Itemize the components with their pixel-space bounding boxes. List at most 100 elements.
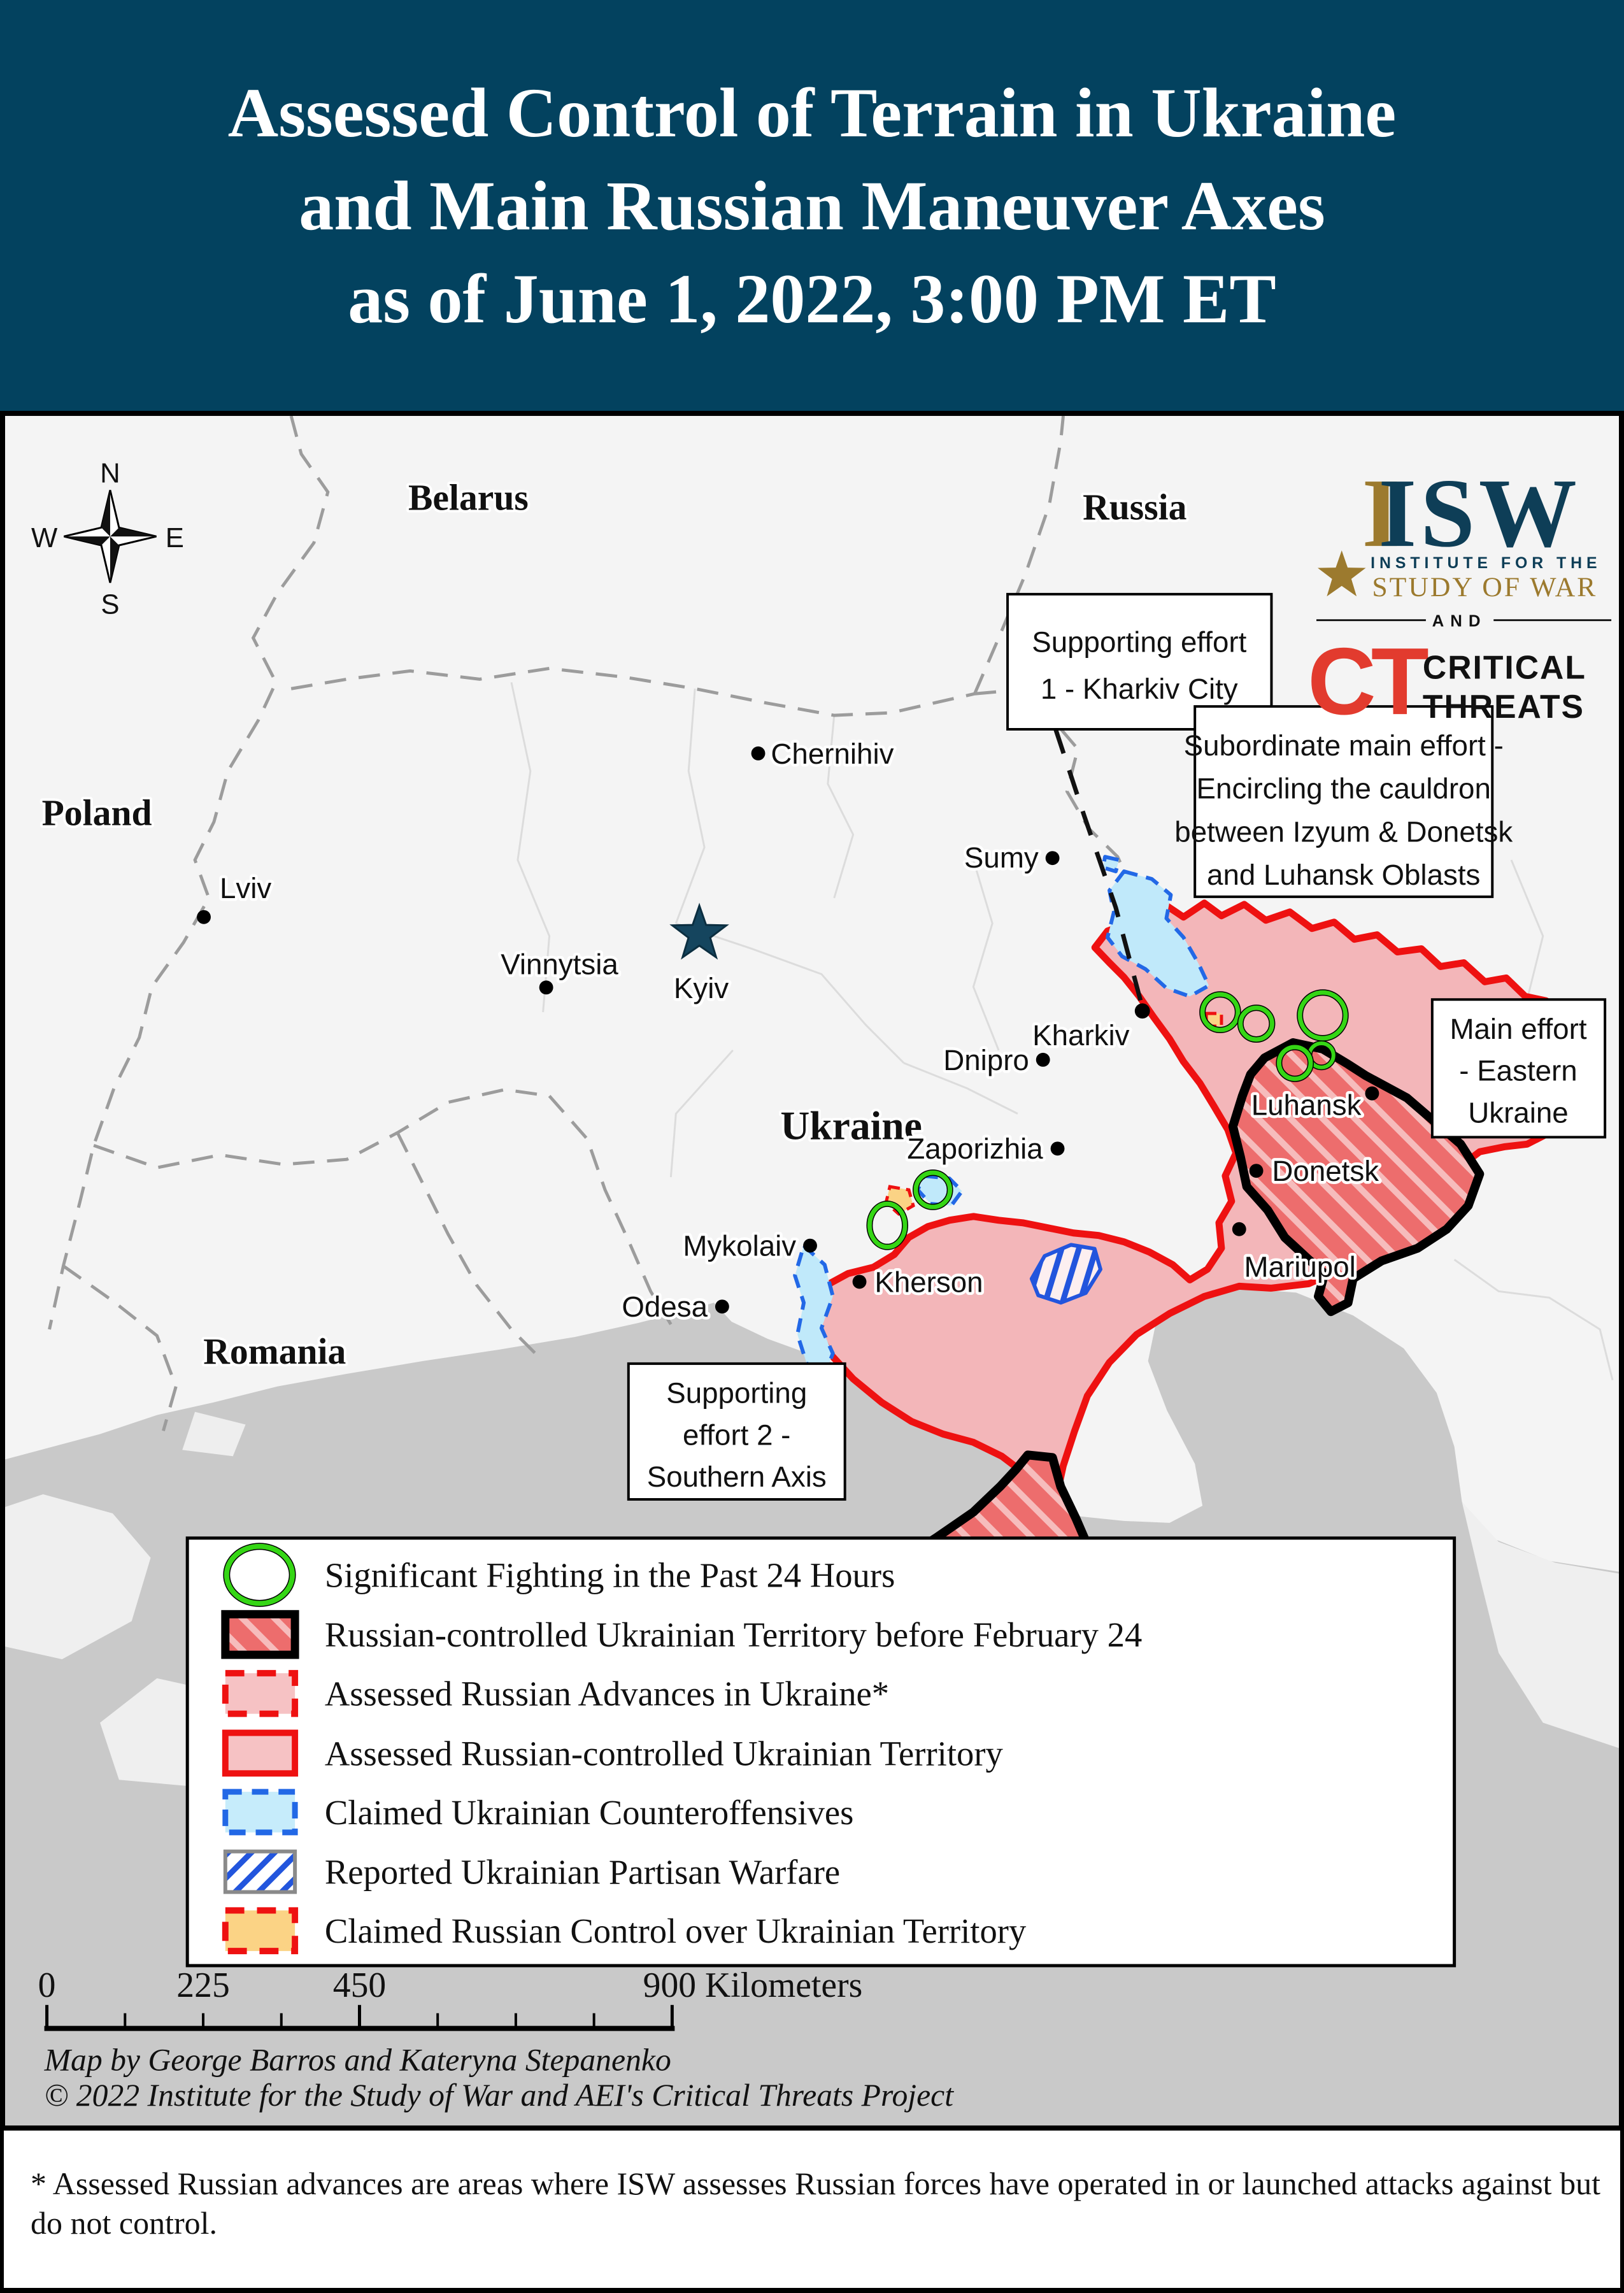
fighting-circle <box>1237 1004 1276 1043</box>
callout-subordinate: Subordinate main effort - Encircling the… <box>1174 705 1513 898</box>
attribution-line1: Map by George Barros and Kateryna Stepan… <box>44 2042 671 2077</box>
ct-logo-mark: CT <box>1307 628 1428 734</box>
city-dot-dnipro <box>1036 1052 1050 1067</box>
and-text: AND <box>1432 613 1487 631</box>
region-prewar-donbas <box>1228 1038 1485 1317</box>
legend-label: Assessed Russian Advances in Ukraine* <box>325 1675 889 1713</box>
legend-label: Claimed Russian Control over Ukrainian T… <box>325 1911 1027 1950</box>
city-label-chernihiv: Chernihiv <box>771 738 894 770</box>
fighting-circle <box>1199 991 1241 1034</box>
callout-main-line1: Main effort <box>1449 1013 1586 1045</box>
city-label-kherson: Kherson <box>874 1266 983 1298</box>
ct-threats-text: THREATS <box>1423 688 1585 725</box>
map-canvas: N E S W Belarus Russia Poland Ukraine Ro… <box>0 411 1624 2131</box>
scale-label-0: 0 <box>38 1966 56 2005</box>
callout-effort1-line1: Supporting effort <box>1032 625 1246 658</box>
legend-item-fighting: Significant Fighting in the Past 24 Hour… <box>223 1543 895 1607</box>
city-dot-kharkiv <box>1134 1003 1150 1019</box>
callout-main-line2: - Eastern <box>1459 1055 1577 1087</box>
city-label-luhansk: Luhansk <box>1251 1089 1362 1121</box>
compass-w: W <box>31 522 58 554</box>
scale-label-225: 225 <box>176 1966 229 2005</box>
isw-logo: I ISW INSTITUTE FOR THE STUDY OF WAR AND… <box>1307 459 1612 734</box>
callout-main-line3: Ukraine <box>1468 1096 1568 1129</box>
fighting-circles <box>866 989 1349 1250</box>
region-partisan-warfare <box>1029 1243 1102 1305</box>
city-label-mykolaiv: Mykolaiv <box>683 1230 796 1262</box>
isw-star-icon <box>1317 550 1366 597</box>
title-line-2: and Main Russian Maneuver Axes <box>299 166 1325 245</box>
legend-label: Assessed Russian-controlled Ukrainian Te… <box>325 1734 1004 1773</box>
city-label-donetsk: Donetsk <box>1272 1155 1379 1187</box>
city-label-mariupol: Mariupol <box>1244 1250 1356 1283</box>
scale-label-900: 900 Kilometers <box>643 1966 863 2005</box>
legend-item-counteroffensives: Claimed Ukrainian Counteroffensives <box>222 1789 854 1836</box>
city-label-dnipro: Dnipro <box>943 1044 1029 1076</box>
country-label-poland: Poland <box>42 793 152 833</box>
ct-critical-text: CRITICAL <box>1423 648 1586 685</box>
isw-logo-text: ISW <box>1378 459 1581 568</box>
city-dot-donetsk <box>1249 1164 1264 1178</box>
footnote-section: * Assessed Russian advances are areas wh… <box>0 2131 1624 2293</box>
city-dot-sumy <box>1045 851 1060 866</box>
counteroffensive-small <box>1101 855 1121 874</box>
kyiv-star-icon <box>669 903 729 960</box>
city-dot-kherson <box>852 1275 867 1289</box>
city-dot-vinnytsia <box>539 980 553 995</box>
isw-logo-gold-i: I <box>1362 459 1400 568</box>
legend-item-prewar: Russian-controlled Ukrainian Territory b… <box>221 1610 1142 1659</box>
compass-s: S <box>101 589 119 620</box>
compass-e: E <box>166 522 184 554</box>
callout-subordinate-line1: Subordinate main effort - <box>1184 729 1504 762</box>
country-label-belarus: Belarus <box>408 478 529 518</box>
city-label-vinnytsia: Vinnytsia <box>501 948 618 980</box>
callout-effort2-line3: Southern Axis <box>647 1461 827 1493</box>
title-banner: Assessed Control of Terrain in Ukraine a… <box>0 0 1624 411</box>
callout-effort2-line2: effort 2 - <box>683 1418 790 1451</box>
city-dots <box>197 746 1379 1314</box>
fighting-circle <box>1276 1043 1314 1082</box>
fighting-circle <box>866 1200 909 1250</box>
counteroffensive-kharkiv <box>1106 869 1211 999</box>
pointer-line-effort1 <box>1053 728 1144 1004</box>
compass-star-fill <box>64 490 157 583</box>
legend-item-controlled: Assessed Russian-controlled Ukrainian Te… <box>222 1729 1004 1777</box>
fighting-circle <box>1297 989 1349 1041</box>
city-dot-mykolaiv <box>803 1238 817 1253</box>
terrain-patch <box>5 1494 151 1659</box>
map-svg: N E S W Belarus Russia Poland Ukraine Ro… <box>5 416 1619 2125</box>
isw-study-of-war-text: STUDY OF WAR <box>1372 572 1597 603</box>
legend-item-claimed-russian: Claimed Russian Control over Ukrainian T… <box>222 1907 1027 1955</box>
city-dot-mariupol <box>1232 1222 1246 1236</box>
callout-main-effort: Main effort - Eastern Ukraine <box>1430 998 1607 1139</box>
city-dot-chernihiv <box>751 746 766 761</box>
legend-box <box>185 1536 1457 1968</box>
callout-subordinate-line2: Encircling the cauldron <box>1197 772 1491 804</box>
terrain-patch <box>182 1411 246 1457</box>
title-line-1: Assessed Control of Terrain in Ukraine <box>227 73 1397 152</box>
compass-rose: N E S W <box>31 458 184 620</box>
legend: Significant Fighting in the Past 24 Hour… <box>185 1536 1457 1968</box>
city-dot-odesa <box>715 1299 729 1314</box>
legend-label: Russian-controlled Ukrainian Territory b… <box>325 1615 1142 1654</box>
legend-label: Reported Ukrainian Partisan Warfare <box>325 1853 840 1892</box>
city-label-sumy: Sumy <box>964 841 1039 874</box>
legend-item-advances: Assessed Russian Advances in Ukraine* <box>222 1669 889 1717</box>
legend-label: Claimed Ukrainian Counteroffensives <box>325 1793 854 1832</box>
title-line-3: as of June 1, 2022, 3:00 PM ET <box>348 259 1276 338</box>
city-dot-luhansk <box>1365 1086 1379 1101</box>
callout-subordinate-line3: between Izyum & Donetsk <box>1174 815 1513 848</box>
city-label-odesa: Odesa <box>622 1290 708 1323</box>
city-label-kharkiv: Kharkiv <box>1032 1019 1130 1052</box>
isw-institute-text: INSTITUTE FOR THE <box>1371 554 1601 572</box>
city-label-kyiv: Kyiv <box>674 972 729 1004</box>
fighting-circle <box>913 1169 953 1210</box>
compass-n: N <box>100 458 120 489</box>
scale-bar: 0 225 450 900 Kilometers <box>38 1966 863 2031</box>
terrain-patch-east-azov <box>1462 1502 1619 1748</box>
scale-label-450: 450 <box>333 1966 386 2005</box>
city-label-zaporizhia: Zaporizhia <box>907 1132 1043 1165</box>
attribution-line2: © 2022 Institute for the Study of War an… <box>45 2078 955 2113</box>
legend-item-partisan: Reported Ukrainian Partisan Warfare <box>223 1849 840 1894</box>
